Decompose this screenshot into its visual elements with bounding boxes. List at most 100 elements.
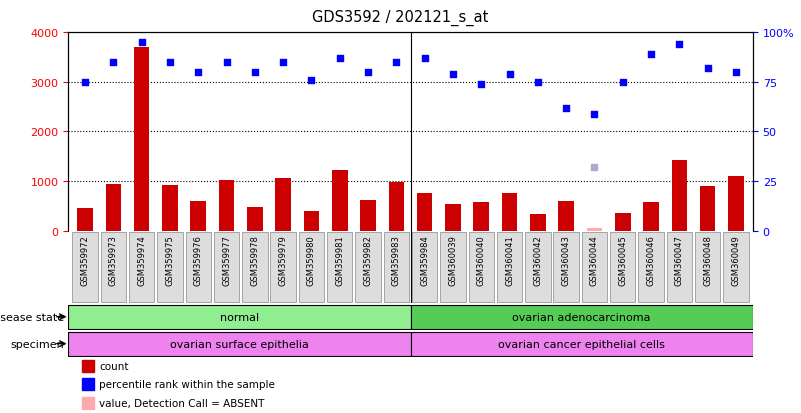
Point bbox=[560, 105, 573, 112]
Text: GSM360046: GSM360046 bbox=[646, 235, 655, 286]
Text: GSM360040: GSM360040 bbox=[477, 235, 485, 285]
Text: GSM360045: GSM360045 bbox=[618, 235, 627, 285]
Text: GDS3592 / 202121_s_at: GDS3592 / 202121_s_at bbox=[312, 10, 489, 26]
FancyBboxPatch shape bbox=[101, 233, 126, 302]
Point bbox=[78, 79, 91, 86]
Point bbox=[645, 52, 658, 58]
Text: ovarian adenocarcinoma: ovarian adenocarcinoma bbox=[513, 312, 651, 322]
FancyBboxPatch shape bbox=[129, 233, 155, 302]
Text: GSM359982: GSM359982 bbox=[364, 235, 372, 285]
Bar bbox=[501, 194, 517, 231]
FancyBboxPatch shape bbox=[582, 233, 607, 302]
Point bbox=[107, 59, 120, 66]
FancyBboxPatch shape bbox=[157, 233, 183, 302]
Bar bbox=[530, 215, 545, 231]
Point bbox=[163, 59, 176, 66]
FancyBboxPatch shape bbox=[469, 233, 494, 302]
Bar bbox=[700, 187, 715, 231]
Text: percentile rank within the sample: percentile rank within the sample bbox=[99, 380, 275, 389]
FancyBboxPatch shape bbox=[68, 305, 410, 329]
Point bbox=[673, 42, 686, 48]
Bar bbox=[82, 378, 94, 390]
Text: count: count bbox=[99, 361, 128, 371]
Point bbox=[616, 79, 629, 86]
Bar bbox=[247, 207, 263, 231]
Text: normal: normal bbox=[219, 312, 259, 322]
FancyBboxPatch shape bbox=[525, 233, 550, 302]
Text: GSM359972: GSM359972 bbox=[81, 235, 90, 285]
FancyBboxPatch shape bbox=[638, 233, 664, 302]
Point bbox=[248, 69, 261, 76]
Bar bbox=[191, 201, 206, 231]
Text: GSM359981: GSM359981 bbox=[336, 235, 344, 285]
Text: GSM359973: GSM359973 bbox=[109, 235, 118, 286]
FancyBboxPatch shape bbox=[299, 233, 324, 302]
Bar bbox=[445, 204, 461, 231]
FancyBboxPatch shape bbox=[410, 305, 753, 329]
FancyBboxPatch shape bbox=[610, 233, 635, 302]
FancyBboxPatch shape bbox=[666, 233, 692, 302]
Point bbox=[475, 81, 488, 88]
Text: GSM359975: GSM359975 bbox=[166, 235, 175, 285]
Bar bbox=[82, 397, 94, 409]
Bar bbox=[388, 183, 405, 231]
Bar bbox=[586, 228, 602, 231]
Bar bbox=[558, 202, 574, 231]
Point bbox=[588, 111, 601, 118]
Bar bbox=[82, 360, 94, 372]
Text: GSM360047: GSM360047 bbox=[675, 235, 684, 286]
Text: GSM359976: GSM359976 bbox=[194, 235, 203, 286]
FancyBboxPatch shape bbox=[214, 233, 239, 302]
Point bbox=[390, 59, 403, 66]
Bar bbox=[671, 161, 687, 231]
Text: value, Detection Call = ABSENT: value, Detection Call = ABSENT bbox=[99, 398, 264, 408]
Bar bbox=[728, 177, 744, 231]
Text: GSM360048: GSM360048 bbox=[703, 235, 712, 286]
Point bbox=[418, 55, 431, 62]
Bar bbox=[304, 212, 320, 231]
Bar bbox=[643, 202, 659, 231]
Text: GSM360049: GSM360049 bbox=[731, 235, 740, 285]
Text: GSM359980: GSM359980 bbox=[307, 235, 316, 285]
Text: GSM359979: GSM359979 bbox=[279, 235, 288, 285]
Point bbox=[362, 69, 375, 76]
Bar bbox=[615, 214, 630, 231]
FancyBboxPatch shape bbox=[695, 233, 720, 302]
Point bbox=[446, 71, 459, 78]
FancyBboxPatch shape bbox=[553, 233, 579, 302]
Point bbox=[277, 59, 290, 66]
Bar bbox=[106, 184, 121, 231]
Point bbox=[135, 40, 148, 46]
Bar bbox=[332, 171, 348, 231]
FancyBboxPatch shape bbox=[497, 233, 522, 302]
Point bbox=[503, 71, 516, 78]
Text: GSM360041: GSM360041 bbox=[505, 235, 514, 285]
Text: GSM359978: GSM359978 bbox=[251, 235, 260, 286]
Bar bbox=[162, 185, 178, 231]
Text: ovarian surface epithelia: ovarian surface epithelia bbox=[170, 339, 308, 349]
Bar bbox=[473, 202, 489, 231]
Text: GSM359977: GSM359977 bbox=[222, 235, 231, 286]
Bar bbox=[360, 200, 376, 231]
Text: GSM359974: GSM359974 bbox=[137, 235, 146, 285]
Text: GSM359984: GSM359984 bbox=[421, 235, 429, 285]
Bar bbox=[219, 180, 235, 231]
Bar bbox=[276, 179, 291, 231]
Point bbox=[220, 59, 233, 66]
Point bbox=[531, 79, 544, 86]
Text: ovarian cancer epithelial cells: ovarian cancer epithelial cells bbox=[498, 339, 665, 349]
Point bbox=[730, 69, 743, 76]
FancyBboxPatch shape bbox=[412, 233, 437, 302]
Point bbox=[192, 69, 205, 76]
Bar bbox=[417, 194, 433, 231]
FancyBboxPatch shape bbox=[72, 233, 98, 302]
Point bbox=[305, 77, 318, 84]
FancyBboxPatch shape bbox=[356, 233, 380, 302]
Text: specimen: specimen bbox=[10, 339, 64, 349]
FancyBboxPatch shape bbox=[384, 233, 409, 302]
FancyBboxPatch shape bbox=[723, 233, 749, 302]
FancyBboxPatch shape bbox=[68, 332, 410, 356]
Text: GSM360043: GSM360043 bbox=[562, 235, 570, 286]
Point bbox=[588, 164, 601, 171]
Text: GSM360044: GSM360044 bbox=[590, 235, 599, 285]
